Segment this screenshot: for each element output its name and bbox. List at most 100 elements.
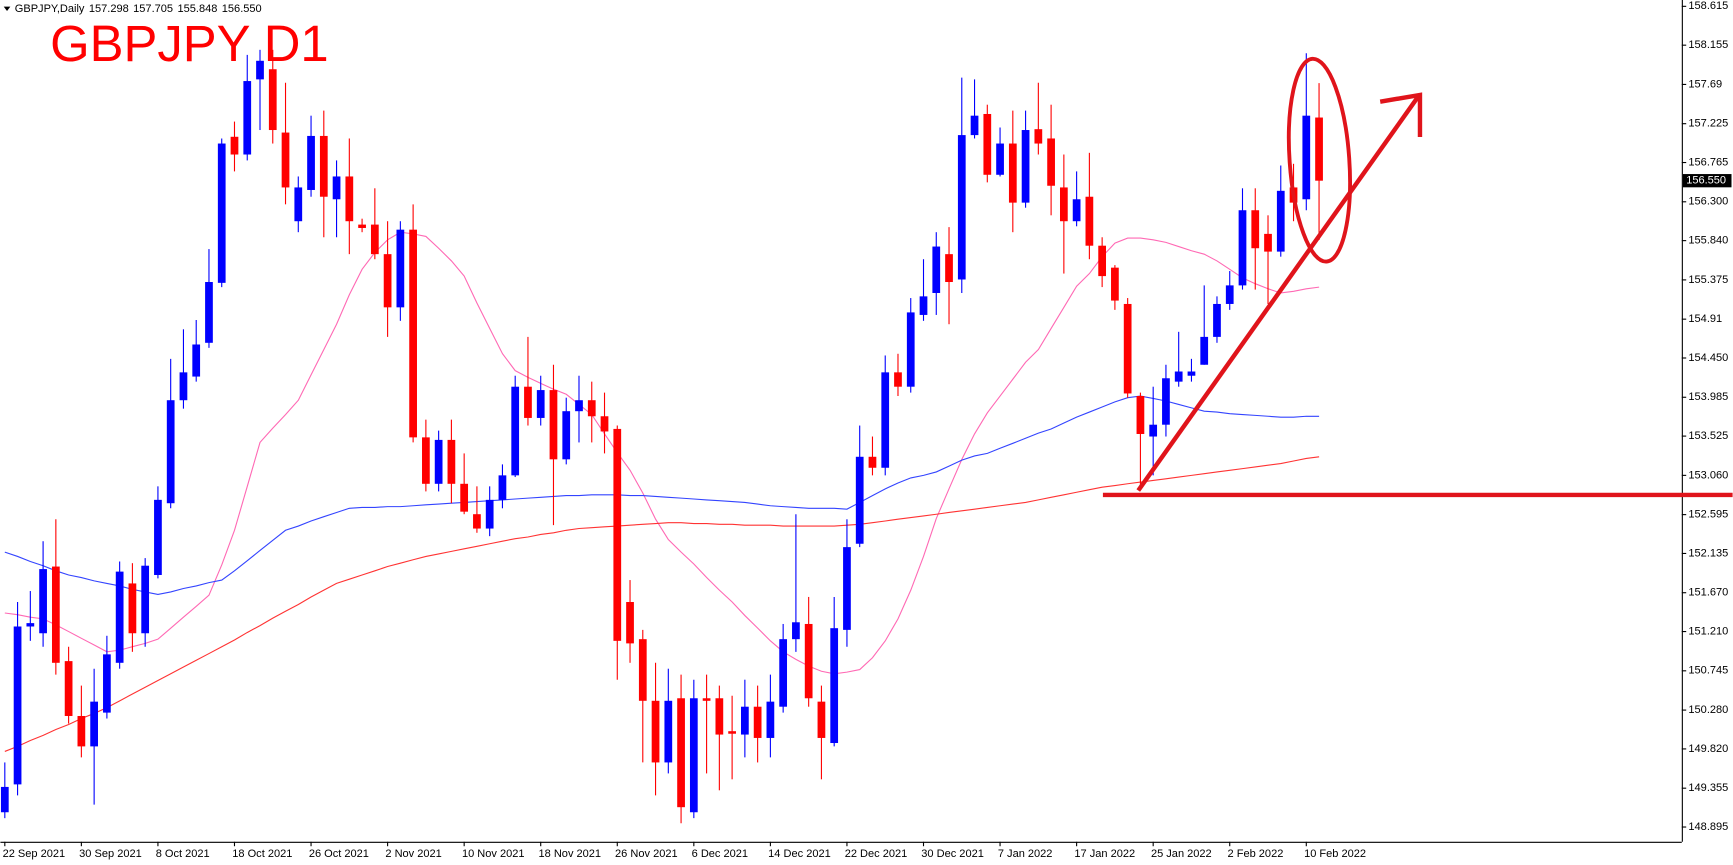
candle-body [256, 60, 264, 80]
candle-body [383, 254, 392, 308]
info-value: 156.550 [222, 3, 262, 15]
candle-body [1174, 371, 1183, 382]
candle-body [1225, 285, 1234, 304]
candle-body [817, 701, 826, 738]
candle-body [651, 700, 660, 763]
candle-body [753, 706, 762, 738]
candle-body [906, 312, 915, 387]
y-tick-label: 153.060 [1688, 469, 1728, 481]
trend-arrow [1136, 95, 1420, 492]
candle-body [243, 81, 252, 155]
candle-body [919, 296, 928, 315]
x-tick-label: 22 Sep 2021 [3, 848, 66, 860]
candle-body [894, 372, 902, 387]
candle-body [39, 569, 47, 634]
candle-body [549, 390, 558, 460]
info-line: GBPJPY,Daily 157.298 157.705 155.848 156.550 [15, 3, 262, 15]
y-tick-label: 156.765 [1688, 156, 1728, 168]
x-tick-label: 17 Jan 2022 [1074, 848, 1135, 860]
x-tick-label: 30 Sep 2021 [79, 848, 142, 860]
y-tick-label: 149.820 [1688, 743, 1728, 755]
candle-body [192, 344, 201, 377]
candle-body [409, 229, 417, 438]
candle-body [536, 390, 545, 418]
candle-body [830, 628, 839, 744]
x-tick-label: 6 Dec 2021 [692, 848, 748, 860]
y-tick-label: 156.300 [1688, 196, 1728, 208]
candle-body [1162, 378, 1170, 425]
candle-body [205, 282, 213, 343]
moving-average [4, 456, 1320, 752]
candle-body [447, 439, 456, 484]
candle-body [1059, 187, 1068, 222]
candle-body [970, 115, 979, 136]
candle-body [1136, 395, 1145, 434]
y-tick-label: 154.450 [1688, 352, 1728, 364]
y-tick-label: 153.985 [1688, 391, 1728, 403]
candle-body [804, 623, 813, 699]
candle-body [881, 372, 890, 468]
x-tick-label: 14 Dec 2021 [768, 848, 831, 860]
y-tick-label: 155.840 [1688, 235, 1728, 247]
candle-body [358, 224, 366, 228]
x-tick-label: 26 Oct 2021 [309, 848, 369, 860]
candle-body [792, 622, 800, 640]
candle-body [64, 661, 73, 716]
candle-body [524, 386, 532, 418]
y-tick-label: 158.155 [1688, 39, 1728, 51]
y-tick-label: 152.595 [1688, 509, 1728, 521]
x-tick-label: 30 Dec 2021 [921, 848, 984, 860]
candle-body [460, 483, 469, 512]
x-tick-label: 26 Nov 2021 [615, 848, 678, 860]
candle-body [1008, 143, 1017, 203]
x-tick-label: 10 Feb 2022 [1304, 848, 1366, 860]
y-tick-label: 149.355 [1688, 782, 1728, 794]
candle-body [217, 143, 226, 283]
candle-body [1238, 210, 1247, 286]
candle-body [345, 176, 354, 222]
candle-body [434, 439, 443, 484]
candle-body [281, 132, 290, 188]
candle-body [13, 626, 22, 785]
candle-body [319, 135, 328, 197]
plot-area [0, 49, 1323, 824]
candle-body [179, 372, 188, 401]
candle-body [855, 456, 864, 544]
y-tick-label: 157.225 [1688, 118, 1728, 130]
y-tick-label: 154.91 [1688, 313, 1722, 325]
annotations [1102, 56, 1733, 498]
candle-body [0, 786, 9, 813]
current-price-tag: 156.550 [1682, 174, 1732, 188]
candle-body [677, 698, 685, 808]
x-tick-label: 2 Feb 2022 [1228, 848, 1284, 860]
candle-body [715, 698, 724, 735]
y-tick-label: 155.375 [1688, 274, 1728, 286]
candle-body [689, 698, 698, 813]
candle-body [77, 715, 86, 747]
x-tick-label: 22 Dec 2021 [845, 848, 908, 860]
candle-body [1034, 129, 1043, 144]
candle-body [996, 143, 1004, 175]
candle-body [128, 583, 137, 634]
y-tick-label: 158.615 [1688, 0, 1728, 12]
candle-body [1072, 199, 1081, 222]
moving-average [4, 395, 1320, 596]
candle-body [1200, 336, 1209, 365]
candle-body [166, 400, 175, 504]
candle-body [932, 246, 941, 293]
symbol: GBPJPY,Daily [15, 3, 85, 15]
candle-body [945, 254, 953, 283]
candle-body [141, 565, 150, 634]
y-tick-label: 157.69 [1688, 78, 1722, 90]
candle-body [638, 639, 647, 701]
candle-body [154, 499, 162, 575]
candle-body [51, 566, 60, 663]
candle-body [370, 224, 379, 255]
candle-body [1149, 424, 1158, 437]
candle-body [26, 623, 35, 627]
candle-body [1251, 210, 1260, 249]
y-tick-label: 151.670 [1688, 587, 1728, 599]
candle-body [1213, 303, 1221, 337]
candle-body [1264, 233, 1272, 252]
